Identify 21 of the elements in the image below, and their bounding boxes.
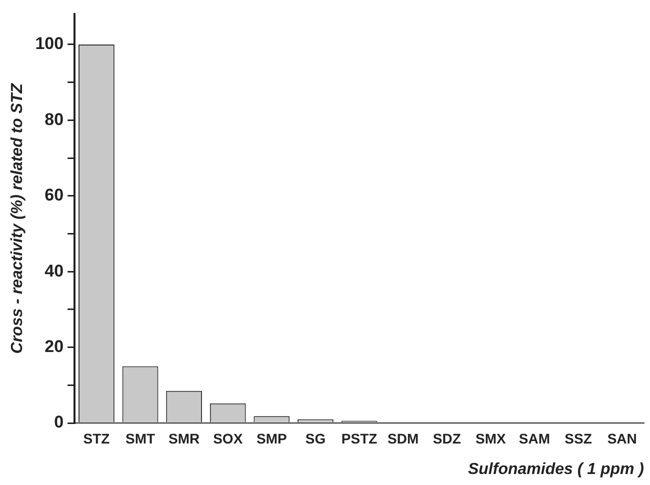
- x-tick-label: SAM: [518, 430, 550, 446]
- x-tick-label: SG: [305, 430, 326, 446]
- x-tick-label: SDM: [388, 430, 419, 446]
- x-tick-label: SDZ: [432, 430, 462, 446]
- y-tick-label: 20: [44, 336, 64, 356]
- x-tick-label: PSTZ: [341, 430, 378, 446]
- x-axis-title: Sulfonamides ( 1 ppm ): [468, 460, 644, 478]
- y-tick-label: 60: [44, 186, 64, 205]
- y-tick-label: 40: [44, 261, 64, 280]
- y-axis-title: Cross - reactivity (%) related to STZ: [9, 82, 26, 354]
- x-tick-label: SMP: [256, 430, 287, 446]
- x-tick-label: SMR: [168, 430, 200, 446]
- x-tick-label: SAN: [607, 430, 637, 446]
- x-tick-label: SOX: [213, 430, 244, 446]
- x-tick-label: SMX: [476, 430, 507, 446]
- y-tick-label: 100: [35, 34, 64, 54]
- y-tick-label: 80: [44, 110, 64, 129]
- x-tick-label: SSZ: [564, 430, 592, 446]
- x-tick-label: STZ: [83, 430, 110, 446]
- x-tick-label: SMT: [125, 430, 156, 446]
- y-tick-label: 0: [54, 412, 64, 432]
